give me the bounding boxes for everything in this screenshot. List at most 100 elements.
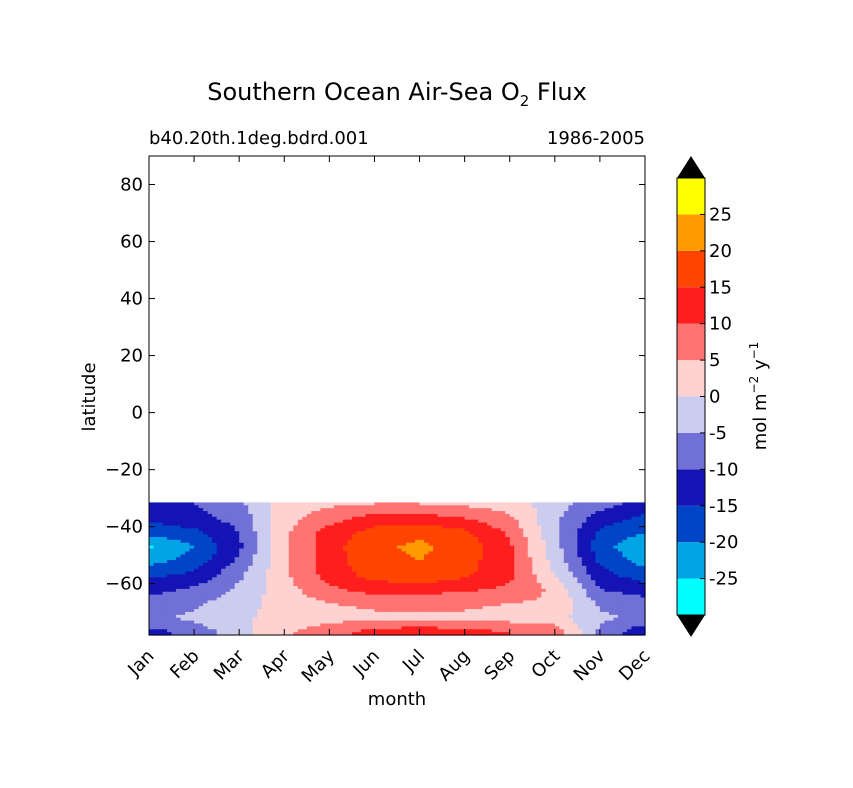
contour-cell <box>288 560 294 564</box>
contour-cell <box>500 551 506 555</box>
contour-cell <box>464 588 470 593</box>
contour-cell <box>419 603 425 607</box>
contour-cell <box>194 574 200 578</box>
contour-cell <box>392 539 398 544</box>
contour-cell <box>158 516 164 521</box>
contour-cell <box>392 614 398 619</box>
contour-cell <box>577 548 583 553</box>
contour-cell <box>550 557 556 561</box>
contour-cell <box>311 586 317 590</box>
contour-cell <box>428 600 434 604</box>
contour-cell <box>149 513 155 518</box>
contour-cell <box>536 606 542 610</box>
contour-cell <box>608 611 615 616</box>
contour-cell <box>473 548 479 553</box>
contour-cell <box>496 522 502 527</box>
contour-cell <box>221 623 227 627</box>
contour-cell <box>180 551 186 555</box>
contour-cell <box>374 620 380 625</box>
contour-cell <box>212 617 218 622</box>
contour-cell <box>631 568 637 573</box>
contour-cell <box>158 632 164 636</box>
contour-cell <box>482 525 488 529</box>
contour-cell <box>185 502 191 506</box>
contour-cell <box>252 539 258 544</box>
contour-cell <box>599 620 606 625</box>
contour-cell <box>279 525 285 529</box>
contour-cell <box>415 502 421 506</box>
contour-cell <box>347 603 353 607</box>
contour-cell <box>171 620 177 625</box>
contour-cell <box>257 537 263 541</box>
contour-cell <box>478 522 484 527</box>
contour-cell <box>162 568 168 573</box>
contour-cell <box>608 551 615 555</box>
contour-cell <box>383 519 389 524</box>
contour-cell <box>324 586 330 590</box>
contour-cell <box>378 519 385 524</box>
contour-cell <box>572 594 578 599</box>
contour-cell <box>469 629 475 633</box>
contour-cell <box>563 522 569 527</box>
contour-cell <box>306 623 312 627</box>
contour-cell <box>171 511 177 515</box>
contour-cell <box>297 562 303 567</box>
contour-cell <box>523 542 529 547</box>
contour-cell <box>554 522 560 527</box>
contour-cell <box>505 545 511 550</box>
contour-cell <box>167 632 173 636</box>
contour-cell <box>369 522 376 527</box>
contour-cell <box>608 580 615 584</box>
contour-cell <box>568 557 574 561</box>
contour-cell <box>225 542 231 547</box>
contour-cell <box>216 531 222 535</box>
contour-cell <box>455 574 461 578</box>
contour-cell <box>433 623 439 627</box>
contour-cell <box>387 557 394 561</box>
contour-cell <box>487 597 493 602</box>
contour-cell <box>153 528 159 532</box>
contour-cell <box>536 562 542 567</box>
contour-cell <box>239 557 245 561</box>
contour-cell <box>523 611 529 616</box>
contour-cell <box>324 542 330 547</box>
contour-cell <box>243 568 249 573</box>
contour-cell <box>496 583 502 587</box>
contour-cell <box>225 611 231 616</box>
contour-cell <box>545 516 551 521</box>
contour-cell <box>261 623 267 627</box>
contour-cell <box>631 571 637 576</box>
contour-cell <box>374 614 380 619</box>
contour-cell <box>410 568 416 573</box>
contour-cell <box>419 565 425 570</box>
contour-cell <box>302 511 308 515</box>
contour-cell <box>162 574 168 578</box>
contour-cell <box>297 617 303 622</box>
contour-cell <box>626 565 633 570</box>
contour-cell <box>469 586 475 590</box>
contour-cell <box>383 542 389 547</box>
contour-cell <box>230 580 236 584</box>
contour-cell <box>572 611 578 616</box>
contour-cell <box>433 571 439 576</box>
contour-cell <box>243 505 249 509</box>
contour-cell <box>523 568 529 573</box>
contour-cell <box>149 574 155 578</box>
contour-cell <box>473 614 479 619</box>
contour-cell <box>469 577 475 581</box>
contour-cell <box>288 557 294 561</box>
contour-cell <box>207 542 213 547</box>
contour-cell <box>311 557 317 561</box>
contour-cell <box>311 632 317 636</box>
contour-cell <box>149 571 155 576</box>
contour-cell <box>329 502 335 506</box>
contour-cell <box>189 562 195 567</box>
contour-cell <box>270 537 276 541</box>
contour-cell <box>338 606 344 610</box>
contour-cell <box>266 528 272 532</box>
contour-cell <box>198 632 204 636</box>
contour-cell <box>509 565 515 570</box>
contour-cell <box>302 583 308 587</box>
contour-cell <box>500 560 506 564</box>
contour-cell <box>302 519 308 524</box>
